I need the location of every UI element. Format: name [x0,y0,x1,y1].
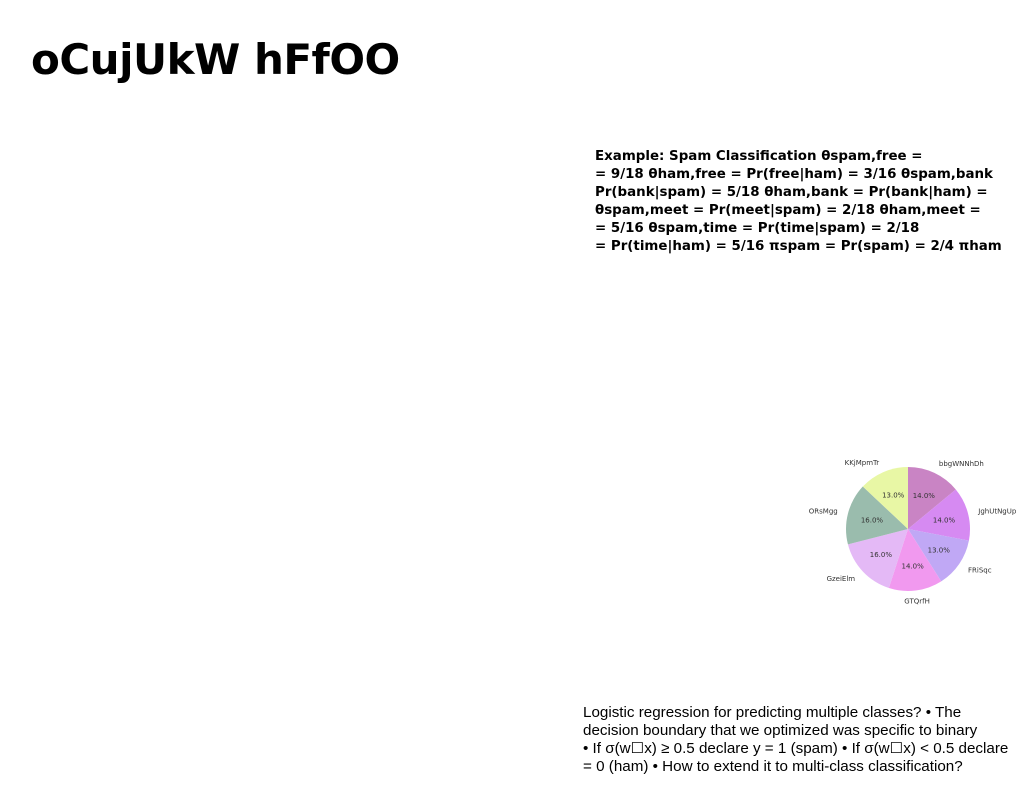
pie-slice-percent-label: 16.0% [861,516,884,524]
body-line: = 0 (ham) • How to extend it to multi-cl… [583,758,963,775]
pie-slice-category-label: KKjMpmTr [845,459,880,467]
pie-slice-percent-label: 14.0% [913,492,936,500]
example-text-block: Example: Spam Classification θspam,free … [595,148,1024,256]
example-line: = Pr(time|ham) = 5/16 πspam = Pr(spam) =… [595,239,1002,254]
example-line: = 9/18 θham,free = Pr(free|ham) = 3/16 θ… [595,167,993,182]
body-line: Logistic regression for predicting multi… [583,704,962,721]
pie-slice-percent-label: 16.0% [870,551,893,559]
pie-slice [888,529,942,592]
pie-slice [847,529,908,588]
pie-slice-percent-label: 13.0% [928,546,951,554]
pie-chart: 14.0% bbgWNNhDh 14.0% JghUtNgUp 13.0% FRiSqc 1… [800,405,1020,660]
pie-slice-percent-label: 13.0% [882,491,905,499]
pie-slice [846,486,908,545]
pie-slice-category-label: ORsMgg [809,507,838,515]
pie-chart-svg: 14.0% bbgWNNhDh 14.0% JghUtNgUp 13.0% FRiSqc 1… [809,459,1017,606]
example-line: Example: Spam Classification θspam,free … [595,149,923,164]
pie-slice-percent-label: 14.0% [933,516,956,524]
pie-slice [862,467,908,529]
pie-slice [908,489,970,541]
example-line: Pr(bank|spam) = 5/18 θham,bank = Pr(bank… [595,185,988,200]
pie-slice-category-label: JghUtNgUp [977,507,1017,515]
pie-slice [908,529,969,582]
body-text-block: Logistic regression for predicting multi… [583,704,1024,776]
body-line: decision boundary that we optimized was … [583,722,978,739]
pie-slice [908,467,956,529]
slide-title: oCujUkW hFfOO [31,35,400,84]
pie-slice-category-label: GzeiElm [827,575,856,583]
pie-slice-category-label: GTQrfH [904,597,930,605]
pie-slice-category-label: bbgWNNhDh [939,460,984,468]
example-line: = 5/16 θspam,time = Pr(time|spam) = 2/18 [595,221,920,236]
pie-slice-category-label: FRiSqc [968,566,992,574]
pie-slice-percent-label: 14.0% [902,562,925,570]
example-line: θspam,meet = Pr(meet|spam) = 2/18 θham,m… [595,203,981,218]
body-line: • If σ(w☐x) ≥ 0.5 declare y = 1 (spam) •… [583,740,1009,757]
